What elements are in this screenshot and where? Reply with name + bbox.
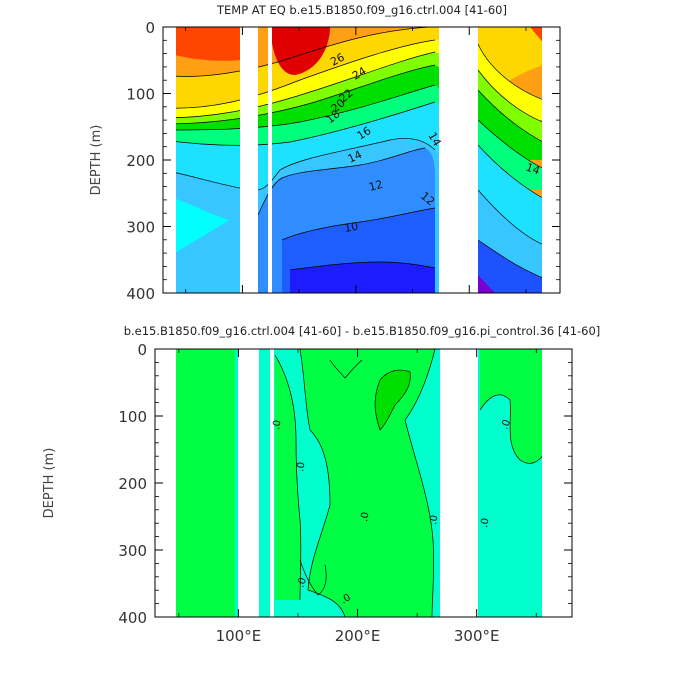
top-contour-label-6: 16 [355,124,374,142]
top-contour-label-2: 24 [350,64,369,82]
bottom-y-ticks: 0 100 200 300 400 [118,341,572,627]
top-title: TEMP AT EQ b.e15.B1850.f09_g16.ctrl.004 … [216,3,507,17]
bottom-x-tick-label: 300°E [454,627,500,645]
bottom-region-strong-neg [375,370,411,430]
top-contour-label-7: 14 [346,148,364,166]
top-y-tick-label: 300 [126,219,155,237]
bottom-y-tick-label: 100 [118,408,147,426]
top-band-hot [270,27,330,75]
bottom-contour-label-4: .0 [428,514,440,525]
top-band-east-hot [530,27,545,45]
top-band-4 [163,195,230,260]
top-band-violet [478,275,495,293]
top-contours [163,27,560,286]
top-x-ticks [185,27,527,293]
bottom-y-tick-label: 0 [137,341,147,359]
top-y-tick-label: 100 [126,86,155,104]
bottom-contour-label-2: .0 [295,576,309,589]
bottom-x-tick-label: 100°E [216,627,262,645]
top-panel: TEMP AT EQ b.e15.B1850.f09_g16.ctrl.004 … [89,3,561,303]
bottom-contour-label-6: .0 [499,418,513,431]
bottom-contour-label-8: .0 [295,461,307,472]
top-contour-label-10: 12 [367,178,384,194]
bottom-y-tick-label: 400 [118,609,147,627]
bottom-contour-label-1: .0 [359,511,371,522]
bottom-x-ticks: 100°E 200°E 300°E [178,349,537,645]
top-contour-label-9: 14 [524,161,542,178]
top-field: 26 24 22 20 18 16 14 14 14 12 12 10 [163,27,560,293]
bottom-y-tick-label: 300 [118,542,147,560]
bottom-x-tick-label: 200°E [335,627,381,645]
top-band-warmest [163,27,240,61]
bottom-contour-label-3: .0 [339,592,353,606]
top-mask [163,27,560,293]
bottom-y-tick-label: 200 [118,475,147,493]
top-contour-label-12: 10 [343,220,359,235]
top-y-tick-label: 400 [126,285,155,303]
bottom-title: b.e15.B1850.f09_g16.ctrl.004 [41-60] - b… [124,324,601,338]
bottom-contour-labels: .0 .0 .0 .0 .0 .0 .0 .0 [271,418,513,606]
bottom-contours [274,349,549,617]
bottom-panel: b.e15.B1850.f09_g16.ctrl.004 [41-60] - b… [42,324,600,645]
top-y-tick-label: 200 [126,152,155,170]
top-y-ticks: 0 100 200 300 400 [126,19,560,303]
bottom-field: .0 .0 .0 .0 .0 .0 .0 .0 [155,349,572,617]
top-y-axis-label: DEPTH (m) [89,125,104,196]
top-y-tick-label: 0 [145,19,155,37]
bottom-contour-label-5: .0 [479,517,491,528]
top-contour-label-8: 14 [425,130,443,149]
top-contour-label-1: 26 [328,51,346,69]
bottom-contour-label-7: .0 [271,419,283,430]
bottom-y-axis-label: DEPTH (m) [42,448,57,519]
top-contour-labels: 26 24 22 20 18 16 14 14 14 12 12 10 [324,51,542,235]
top-band-deep [290,262,435,293]
